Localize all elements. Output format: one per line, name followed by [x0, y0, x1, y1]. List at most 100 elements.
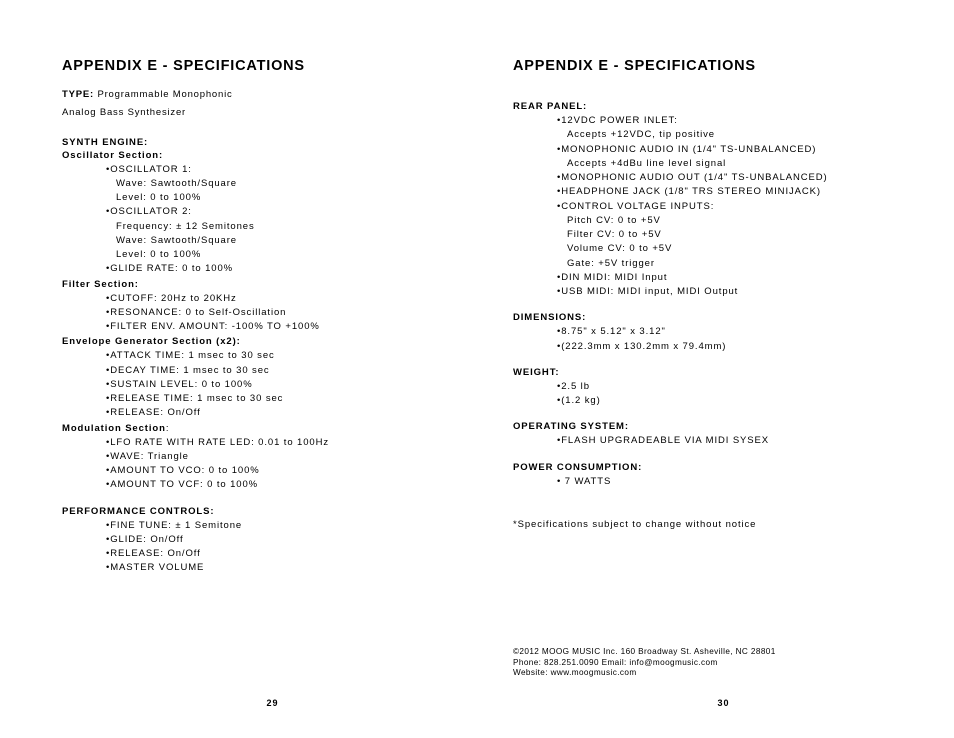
legal-block: ©2012 MOOG MUSIC Inc. 160 Broadway St. A…: [513, 647, 864, 678]
spec-item-main: HEADPHONE JACK (1/8" TRS STEREO MINIJACK…: [557, 185, 904, 199]
spec-item-main: OSCILLATOR 1:: [106, 163, 453, 177]
spec-item-main: FINE TUNE: ± 1 Semitone: [106, 519, 453, 533]
spec-item-main: 8.75" x 5.12" x 3.12": [557, 325, 904, 339]
spec-item-subline: Accepts +12VDC, tip positive: [557, 128, 904, 142]
spec-item-main: AMOUNT TO VCO: 0 to 100%: [106, 464, 453, 478]
spec-item: CONTROL VOLTAGE INPUTS:Pitch CV: 0 to +5…: [557, 200, 904, 271]
sub-head: Modulation Section:: [62, 423, 453, 434]
section-head: WEIGHT:: [513, 367, 904, 378]
type-line-1: TYPE: Programmable Monophonic: [62, 88, 453, 102]
spec-item: CUTOFF: 20Hz to 20KHz: [106, 292, 453, 306]
spec-item: MONOPHONIC AUDIO IN (1/4" TS-UNBALANCED)…: [557, 143, 904, 172]
items-block: FINE TUNE: ± 1 SemitoneGLIDE: On/OffRELE…: [62, 519, 453, 576]
spec-item-main: ATTACK TIME: 1 msec to 30 sec: [106, 349, 453, 363]
spec-item-subline: Level: 0 to 100%: [106, 248, 453, 262]
spec-item-subline: Wave: Sawtooth/Square: [106, 234, 453, 248]
items-block: ATTACK TIME: 1 msec to 30 secDECAY TIME:…: [62, 349, 453, 420]
spec-item-main: 12VDC POWER INLET:: [557, 114, 904, 128]
spec-item-main: MONOPHONIC AUDIO IN (1/4" TS-UNBALANCED): [557, 143, 904, 157]
spec-item: AMOUNT TO VCF: 0 to 100%: [106, 478, 453, 492]
section-head: REAR PANEL:: [513, 101, 904, 112]
spec-item: OSCILLATOR 1:Wave: Sawtooth/SquareLevel:…: [106, 163, 453, 206]
spec-item-main: FILTER ENV. AMOUNT: -100% TO +100%: [106, 320, 453, 334]
items-block: 8.75" x 5.12" x 3.12"(222.3mm x 130.2mm …: [513, 325, 904, 354]
spec-item: RELEASE: On/Off: [106, 406, 453, 420]
type-line-2: Analog Bass Synthesizer: [62, 106, 453, 120]
left-column: APPENDIX E - SPECIFICATIONS TYPE: Progra…: [62, 58, 483, 708]
spec-item: MASTER VOLUME: [106, 561, 453, 575]
type-value: Programmable Monophonic: [97, 89, 232, 100]
spec-item-main: WAVE: Triangle: [106, 450, 453, 464]
items-block: FLASH UPGRADEABLE VIA MIDI SYSEX: [513, 434, 904, 448]
spec-item: 2.5 lb: [557, 380, 904, 394]
spec-item-main: AMOUNT TO VCF: 0 to 100%: [106, 478, 453, 492]
spec-item: FINE TUNE: ± 1 Semitone: [106, 519, 453, 533]
items-block: 12VDC POWER INLET:Accepts +12VDC, tip po…: [513, 114, 904, 299]
spec-item: RELEASE TIME: 1 msec to 30 sec: [106, 392, 453, 406]
spec-item-main: 7 WATTS: [557, 475, 904, 489]
spec-item-main: OSCILLATOR 2:: [106, 205, 453, 219]
spec-item: AMOUNT TO VCO: 0 to 100%: [106, 464, 453, 478]
spec-item-main: FLASH UPGRADEABLE VIA MIDI SYSEX: [557, 434, 904, 448]
spec-item-main: RELEASE: On/Off: [106, 406, 453, 420]
footnote: *Specifications subject to change withou…: [513, 519, 904, 530]
spec-item-subline: Gate: +5V trigger: [557, 257, 904, 271]
spec-item: GLIDE RATE: 0 to 100%: [106, 262, 453, 276]
spec-item-main: 2.5 lb: [557, 380, 904, 394]
spec-item: FLASH UPGRADEABLE VIA MIDI SYSEX: [557, 434, 904, 448]
section-head: PERFORMANCE CONTROLS:: [62, 506, 453, 517]
spec-item-subline: Pitch CV: 0 to +5V: [557, 214, 904, 228]
spec-item-main: CUTOFF: 20Hz to 20KHz: [106, 292, 453, 306]
spec-item-main: DIN MIDI: MIDI Input: [557, 271, 904, 285]
right-sections: REAR PANEL: 12VDC POWER INLET:Accepts +12…: [513, 88, 904, 489]
section-head: DIMENSIONS:: [513, 312, 904, 323]
spec-item-main: SUSTAIN LEVEL: 0 to 100%: [106, 378, 453, 392]
spec-item: 12VDC POWER INLET:Accepts +12VDC, tip po…: [557, 114, 904, 143]
items-block: LFO RATE WITH RATE LED: 0.01 to 100HzWAV…: [62, 436, 453, 493]
spec-item: SUSTAIN LEVEL: 0 to 100%: [106, 378, 453, 392]
right-page-num: 30: [513, 698, 934, 708]
spec-item: USB MIDI: MIDI input, MIDI Output: [557, 285, 904, 299]
left-page-num: 29: [62, 698, 483, 708]
spec-item-main: RELEASE TIME: 1 msec to 30 sec: [106, 392, 453, 406]
spec-item: FILTER ENV. AMOUNT: -100% TO +100%: [106, 320, 453, 334]
spec-item-main: (222.3mm x 130.2mm x 79.4mm): [557, 340, 904, 354]
spec-item-subline: Filter CV: 0 to +5V: [557, 228, 904, 242]
section-head: SYNTH ENGINE:: [62, 137, 453, 148]
legal-line: ©2012 MOOG MUSIC Inc. 160 Broadway St. A…: [513, 647, 864, 657]
spec-item: 8.75" x 5.12" x 3.12": [557, 325, 904, 339]
spec-item: 7 WATTS: [557, 475, 904, 489]
spec-item-subline: Accepts +4dBu line level signal: [557, 157, 904, 171]
spec-item: DECAY TIME: 1 msec to 30 sec: [106, 364, 453, 378]
sub-head: Envelope Generator Section (x2):: [62, 336, 453, 347]
left-title: APPENDIX E - SPECIFICATIONS: [62, 58, 453, 74]
spec-item-main: RELEASE: On/Off: [106, 547, 453, 561]
spec-item-subline: Volume CV: 0 to +5V: [557, 242, 904, 256]
items-block: OSCILLATOR 1:Wave: Sawtooth/SquareLevel:…: [62, 163, 453, 277]
spec-item-main: (1.2 kg): [557, 394, 904, 408]
section-head: POWER CONSUMPTION:: [513, 462, 904, 473]
spec-item: (1.2 kg): [557, 394, 904, 408]
section-head: OPERATING SYSTEM:: [513, 421, 904, 432]
spec-item-main: LFO RATE WITH RATE LED: 0.01 to 100Hz: [106, 436, 453, 450]
left-sections: SYNTH ENGINE:Oscillator Section:OSCILLAT…: [62, 124, 453, 576]
spec-item-main: CONTROL VOLTAGE INPUTS:: [557, 200, 904, 214]
type-label: TYPE:: [62, 89, 94, 100]
spec-item-main: GLIDE: On/Off: [106, 533, 453, 547]
spec-item: HEADPHONE JACK (1/8" TRS STEREO MINIJACK…: [557, 185, 904, 199]
spec-item: (222.3mm x 130.2mm x 79.4mm): [557, 340, 904, 354]
items-block: 2.5 lb(1.2 kg): [513, 380, 904, 409]
right-column: APPENDIX E - SPECIFICATIONS REAR PANEL:1…: [483, 58, 904, 708]
spec-item: MONOPHONIC AUDIO OUT (1/4" TS-UNBALANCED…: [557, 171, 904, 185]
spec-item-main: MASTER VOLUME: [106, 561, 453, 575]
spec-item: ATTACK TIME: 1 msec to 30 sec: [106, 349, 453, 363]
spec-item-main: USB MIDI: MIDI input, MIDI Output: [557, 285, 904, 299]
spec-item-main: MONOPHONIC AUDIO OUT (1/4" TS-UNBALANCED…: [557, 171, 904, 185]
page-spread: APPENDIX E - SPECIFICATIONS TYPE: Progra…: [0, 0, 954, 738]
spec-item: OSCILLATOR 2:Frequency: ± 12 SemitonesWa…: [106, 205, 453, 262]
spec-item: RESONANCE: 0 to Self-Oscillation: [106, 306, 453, 320]
spec-item: RELEASE: On/Off: [106, 547, 453, 561]
spec-item-subline: Frequency: ± 12 Semitones: [106, 220, 453, 234]
spec-item-subline: Level: 0 to 100%: [106, 191, 453, 205]
legal-line: Website: www.moogmusic.com: [513, 668, 864, 678]
